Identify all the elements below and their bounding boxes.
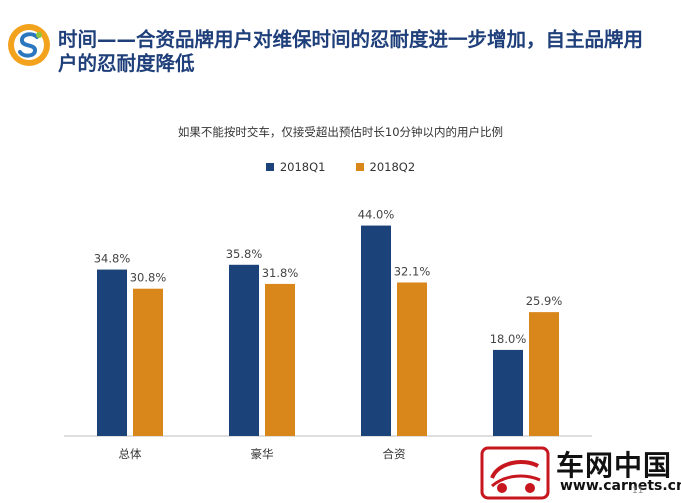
data-label-2018Q2-豪华: 31.8% [262, 266, 299, 280]
category-label-总体: 总体 [119, 447, 142, 461]
data-label-2018Q1-总体: 34.8% [94, 252, 131, 266]
bar-2018Q2-合资 [397, 282, 427, 436]
chart-legend: 2018Q1 2018Q2 [0, 160, 681, 174]
legend-item-q1: 2018Q1 [265, 160, 326, 174]
category-label-合资: 合资 [383, 447, 406, 461]
watermark-url: www.carnets.cn [560, 478, 681, 494]
data-label-2018Q2-合资: 32.1% [394, 264, 431, 278]
legend-label-q1: 2018Q1 [279, 160, 326, 174]
chart-title: 如果不能按时交车，仅接受超出预估时长10分钟以内的用户比例 [177, 125, 504, 139]
bar-2018Q1-豪华 [229, 264, 259, 436]
data-label-2018Q1-豪华: 35.8% [226, 247, 263, 261]
legend-label-q2: 2018Q2 [369, 160, 416, 174]
legend-item-q2: 2018Q2 [355, 160, 416, 174]
company-logo-icon [8, 24, 50, 66]
bar-2018Q2-自主 [529, 312, 559, 436]
data-label-2018Q1-合资: 44.0% [358, 208, 395, 222]
bar-2018Q1-合资 [361, 225, 391, 436]
data-label-2018Q2-总体: 30.8% [130, 271, 167, 285]
page-number: 11 [632, 486, 644, 496]
data-label-2018Q1-自主: 18.0% [490, 332, 527, 346]
legend-swatch-q1 [265, 163, 274, 171]
slide-title: 时间——合资品牌用户对维保时间的忍耐度进一步增加，自主品牌用户的忍耐度降低 [58, 28, 644, 75]
data-label-2018Q2-自主: 25.9% [526, 294, 563, 308]
watermark-name: 车网中国 [556, 449, 673, 482]
legend-swatch-q2 [355, 163, 364, 171]
bar-2018Q1-总体 [97, 269, 127, 436]
carnets-logo-icon [480, 446, 550, 500]
bar-2018Q2-豪华 [265, 283, 295, 436]
bar-2018Q1-自主 [493, 349, 523, 436]
bar-2018Q2-总体 [133, 288, 163, 436]
category-label-豪华: 豪华 [251, 447, 274, 461]
